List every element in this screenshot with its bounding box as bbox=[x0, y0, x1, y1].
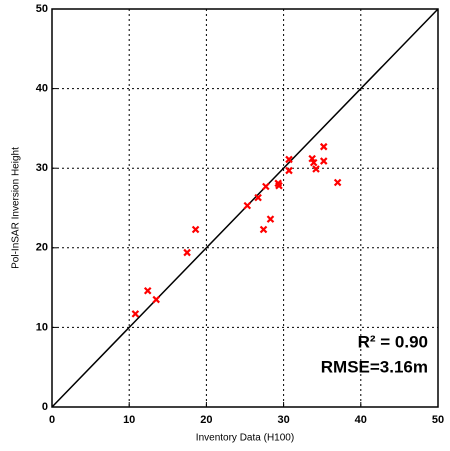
plot-frame bbox=[51, 8, 439, 408]
data-point bbox=[152, 295, 160, 304]
data-point bbox=[143, 287, 152, 295]
data-point bbox=[312, 165, 320, 173]
data-point bbox=[285, 155, 293, 164]
data-point bbox=[275, 181, 283, 190]
x-tick-label: 50 bbox=[432, 414, 444, 426]
data-point bbox=[183, 248, 191, 257]
x-tick-label: 10 bbox=[123, 414, 135, 426]
y-tick-label: 10 bbox=[36, 321, 48, 333]
data-point bbox=[266, 215, 275, 223]
y-tick-label: 30 bbox=[36, 162, 48, 174]
y-tick-label: 50 bbox=[36, 3, 48, 15]
y-tick-label: 20 bbox=[36, 242, 48, 254]
data-point bbox=[319, 157, 328, 165]
data-point bbox=[243, 201, 252, 210]
x-axis-label: Inventory Data (H100) bbox=[196, 433, 294, 444]
data-point bbox=[254, 193, 262, 202]
data-point bbox=[285, 166, 293, 175]
data-point bbox=[131, 310, 140, 318]
data-point bbox=[262, 182, 270, 191]
x-tick-label: 0 bbox=[49, 414, 55, 426]
data-point bbox=[333, 178, 342, 187]
data-point bbox=[309, 158, 318, 167]
data-point bbox=[191, 225, 200, 234]
annotation: RMSE=3.16m bbox=[321, 357, 428, 376]
data-point bbox=[319, 142, 328, 151]
data-point bbox=[259, 225, 268, 234]
x-tick-label: 20 bbox=[200, 414, 212, 426]
x-tick-label: 40 bbox=[355, 414, 367, 426]
y-tick-label: 0 bbox=[42, 401, 48, 413]
annotation: R² = 0.90 bbox=[358, 332, 428, 351]
y-tick-label: 40 bbox=[36, 83, 48, 95]
y-axis-label: Pol-InSAR Inversion Height bbox=[11, 147, 22, 269]
x-tick-label: 30 bbox=[277, 414, 289, 426]
